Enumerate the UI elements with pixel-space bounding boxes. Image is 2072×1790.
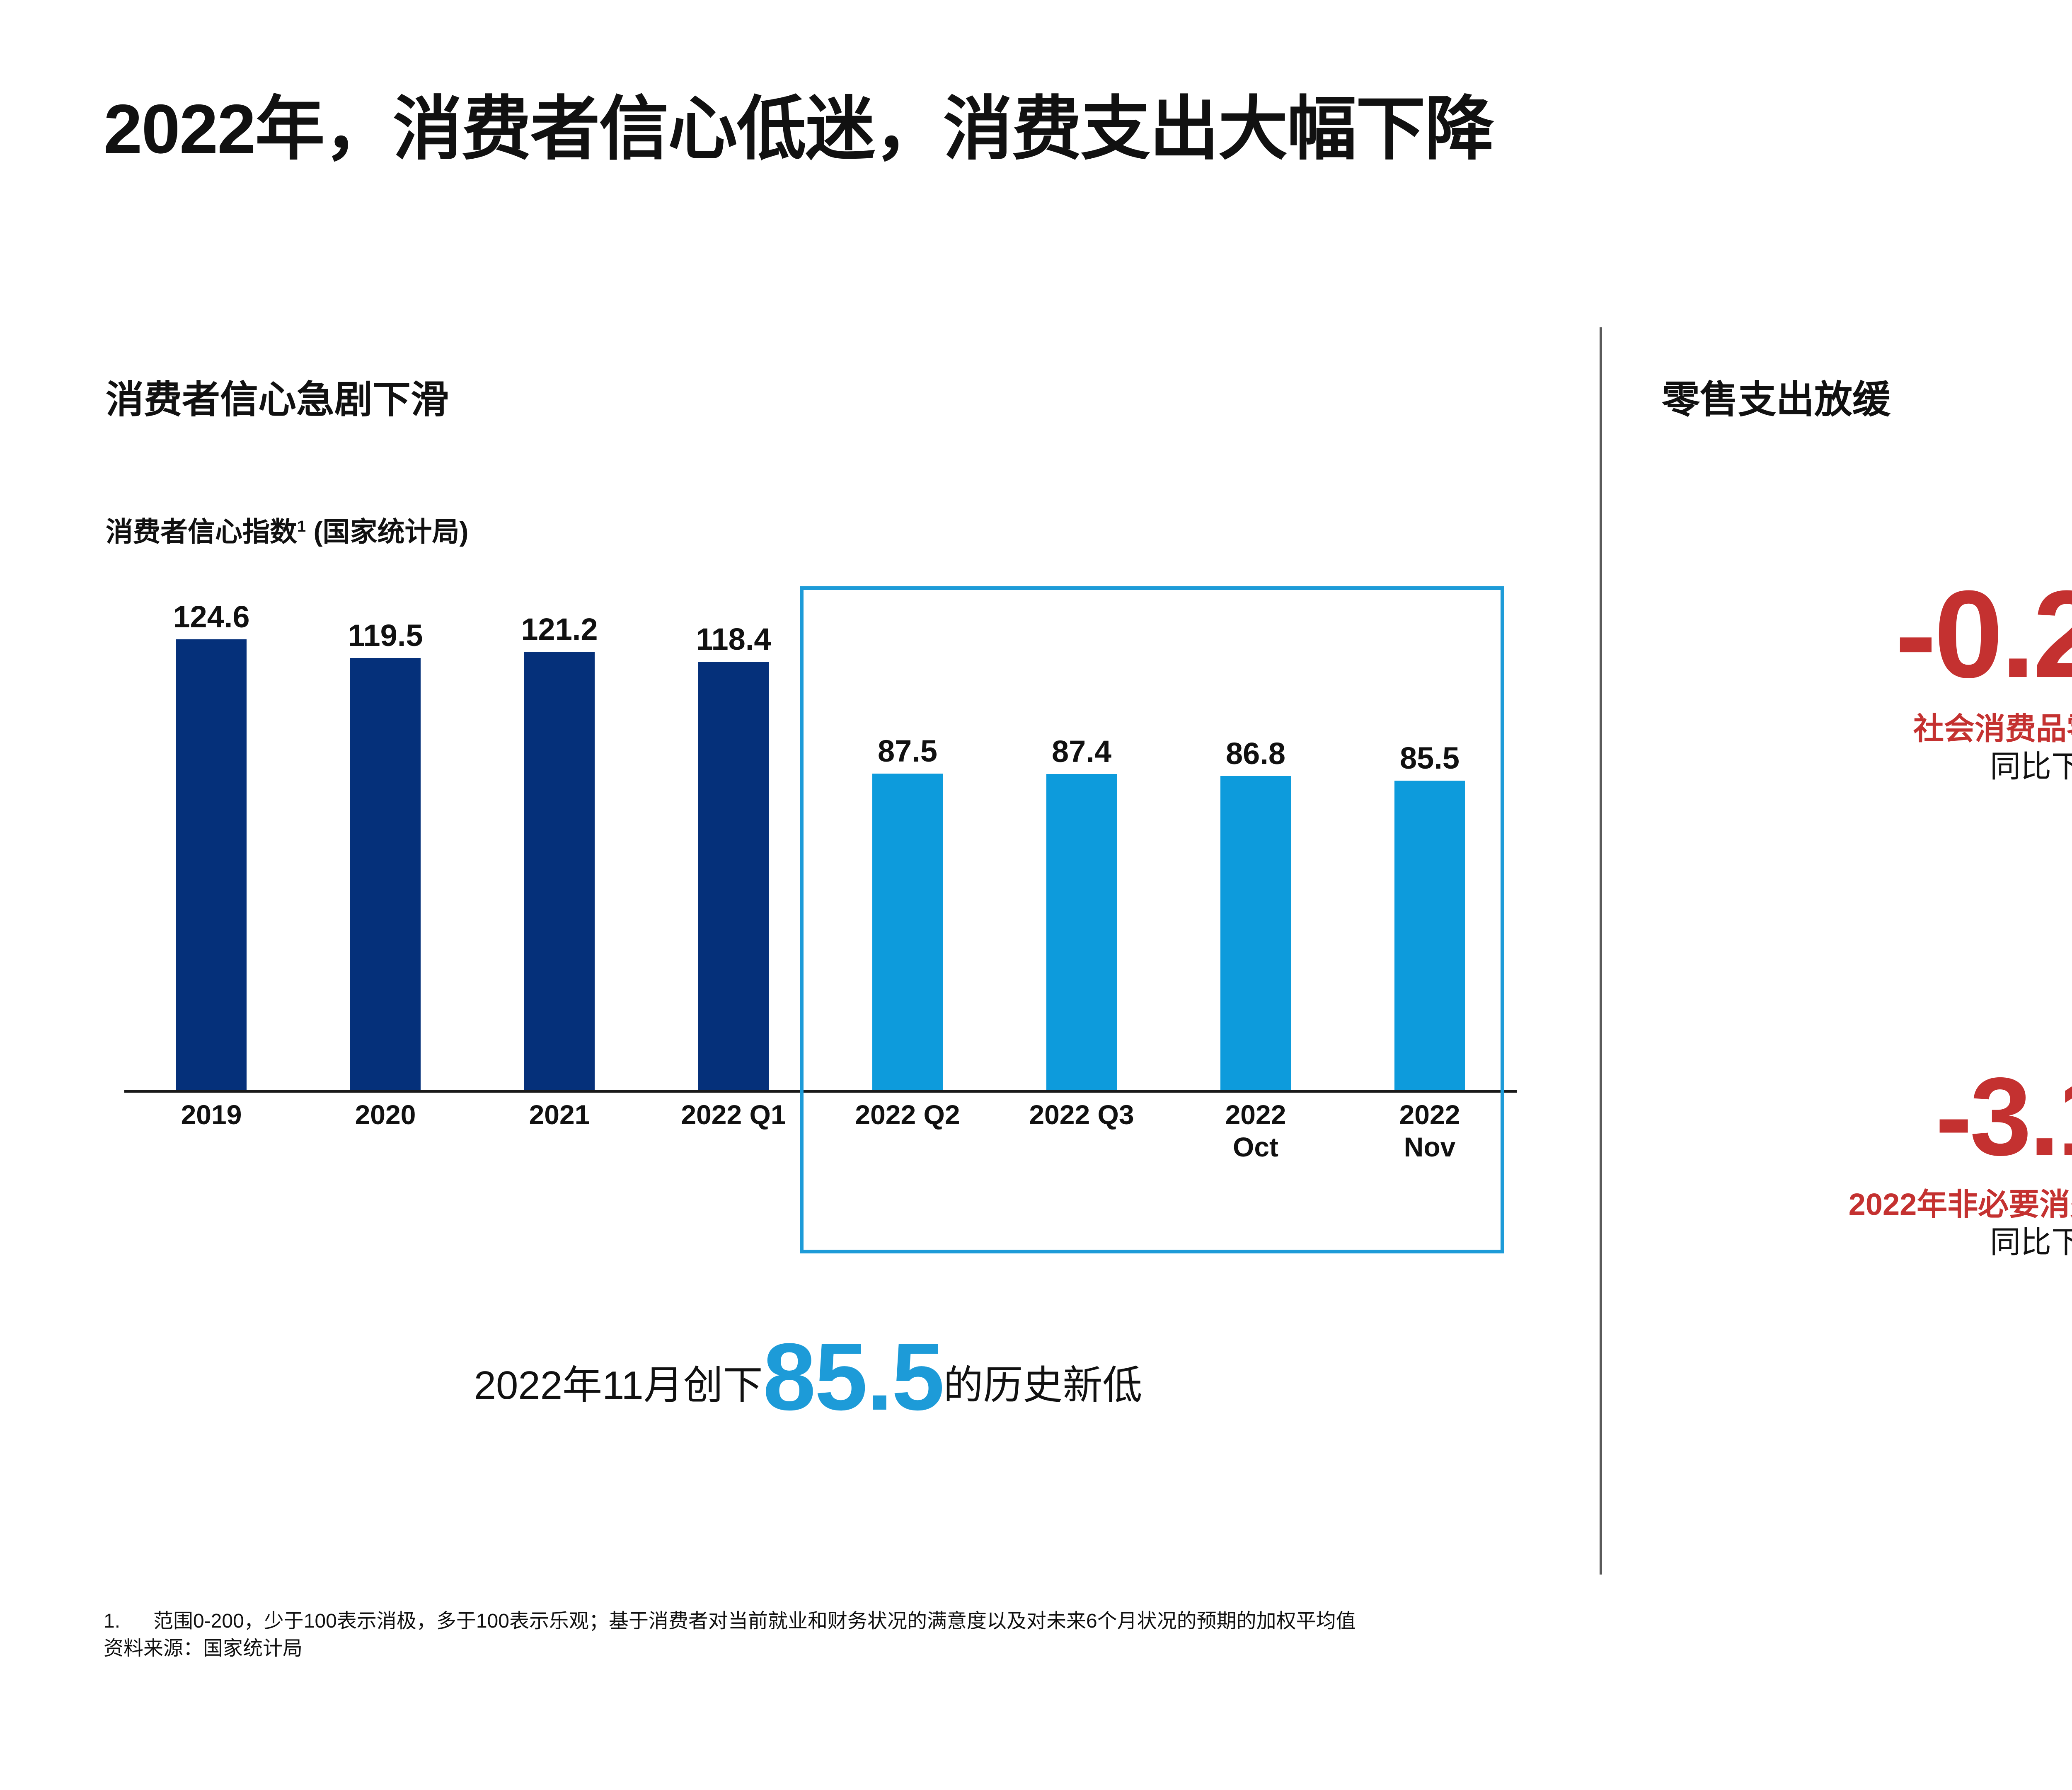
footnote-number: 1. — [104, 1610, 121, 1632]
chart-x-tick-label: 2022 Oct — [1225, 1099, 1286, 1162]
footnote-text: 范围0-200，少于100表示消极，多于100表示乐观；基于消费者对当前就业和财… — [153, 1610, 1356, 1632]
retail-stat-discretionary-sublabel: 同比下降 — [1990, 1225, 2072, 1260]
chart-caption-suffix: 的历史新低 — [943, 1363, 1143, 1408]
chart-bars: 124.6 119.5 121.2 118.4 87.5 87.4 86.8 85.5 — [124, 580, 1517, 1090]
chart-bar-group: 124.6 — [124, 580, 298, 1090]
chart-bar — [1046, 774, 1117, 1090]
chart-caption-prefix: 2022年11月创下 — [474, 1363, 763, 1408]
chart-caption-value: 85.5 — [762, 1323, 945, 1430]
chart-bar-value-label: 85.5 — [1399, 741, 1460, 775]
chart-x-tick-label: 2020 — [355, 1099, 416, 1130]
retail-stat-total-number: -0.2 — [1895, 564, 2072, 704]
chart-bar-group: 119.5 — [298, 580, 472, 1090]
chart-bar-group: 87.4 — [995, 580, 1169, 1090]
chart-bar-group: 121.2 — [472, 580, 646, 1090]
chart-bar — [176, 639, 247, 1090]
chart-x-axis-line — [124, 1090, 1517, 1093]
chart-bar-group: 118.4 — [646, 580, 821, 1090]
chart-highlight-box — [800, 586, 1504, 1253]
right-section-heading: 零售支出放缓 — [1662, 379, 1891, 421]
chart-subtitle: 消费者信心指数1 (国家统计局) — [106, 510, 468, 549]
chart-bar-group: 87.5 — [821, 580, 995, 1090]
chart-subtitle-source: (国家统计局) — [306, 516, 469, 547]
footnote-1: 1. 范围0-200，少于100表示消极，多于100表示乐观；基于消费者对当前就业… — [104, 1608, 1356, 1635]
chart-x-tick-label: 2022 Nov — [1399, 1099, 1460, 1162]
consumer-confidence-bar-chart: 124.6 119.5 121.2 118.4 87.5 87.4 86.8 85.5 201… — [124, 580, 1517, 1162]
chart-bar-group: 86.8 — [1169, 580, 1343, 1090]
footnotes: 1. 范围0-200，少于100表示消极，多于100表示乐观；基于消费者对当前就业… — [104, 1608, 1356, 1662]
column-divider — [1600, 327, 1602, 1575]
retail-stat-discretionary-label: 2022年非必要消费品零售支出 — [1848, 1187, 2072, 1222]
chart-x-axis-labels: 2019 2020 2021 2022 Q1 2022 Q2 2022 Q3 2022 Oc… — [124, 1099, 1517, 1164]
chart-x-tick-label: 2022 Q1 — [681, 1099, 786, 1130]
chart-bar-value-label: 87.4 — [1051, 734, 1112, 769]
retail-stat-discretionary: -3.1% 2022年非必要消费品零售支出 同比下降 — [1689, 1061, 2072, 1260]
page-title: 2022年，消费者信心低迷，消费支出大幅下降 — [104, 90, 1494, 168]
retail-stat-total-sublabel: 同比下降 — [1990, 749, 2072, 784]
retail-stat-total: -0.2% 社会消费品零售总额 同比下降 — [1689, 572, 2072, 784]
chart-bar — [1220, 776, 1291, 1090]
chart-bar — [872, 774, 943, 1090]
chart-x-tick-label: 2019 — [181, 1099, 242, 1130]
chart-subtitle-main: 消费者信心指数 — [106, 516, 297, 547]
chart-bar-group: 85.5 — [1343, 580, 1517, 1090]
source-line: 资料来源：国家统计局 — [104, 1638, 303, 1660]
retail-stat-total-value: -0.2% — [1689, 572, 2072, 696]
retail-stat-discretionary-value: -3.1% — [1689, 1061, 2072, 1172]
chart-bar — [524, 652, 595, 1090]
left-section-heading: 消费者信心急剧下滑 — [106, 379, 449, 421]
chart-subtitle-footnote-marker: 1 — [297, 518, 306, 535]
chart-bar — [350, 658, 421, 1090]
chart-caption: 2022年11月创下85.5的历史新低 — [104, 1322, 1513, 1432]
chart-bar-value-label: 124.6 — [173, 600, 250, 634]
chart-bar — [1394, 781, 1465, 1090]
chart-x-tick-label: 2022 Q2 — [855, 1099, 960, 1130]
chart-bar — [698, 662, 769, 1090]
retail-stat-total-label: 社会消费品零售总额 — [1913, 711, 2072, 746]
chart-bar-value-label: 118.4 — [696, 622, 771, 656]
chart-bar-value-label: 86.8 — [1225, 736, 1286, 771]
chart-x-tick-label: 2022 Q3 — [1029, 1099, 1134, 1130]
chart-bar-value-label: 87.5 — [877, 734, 938, 768]
chart-bar-value-label: 119.5 — [348, 618, 423, 653]
chart-bar-value-label: 121.2 — [521, 612, 598, 646]
chart-x-tick-label: 2021 — [529, 1099, 590, 1130]
retail-stat-discretionary-number: -3.1 — [1935, 1054, 2072, 1178]
